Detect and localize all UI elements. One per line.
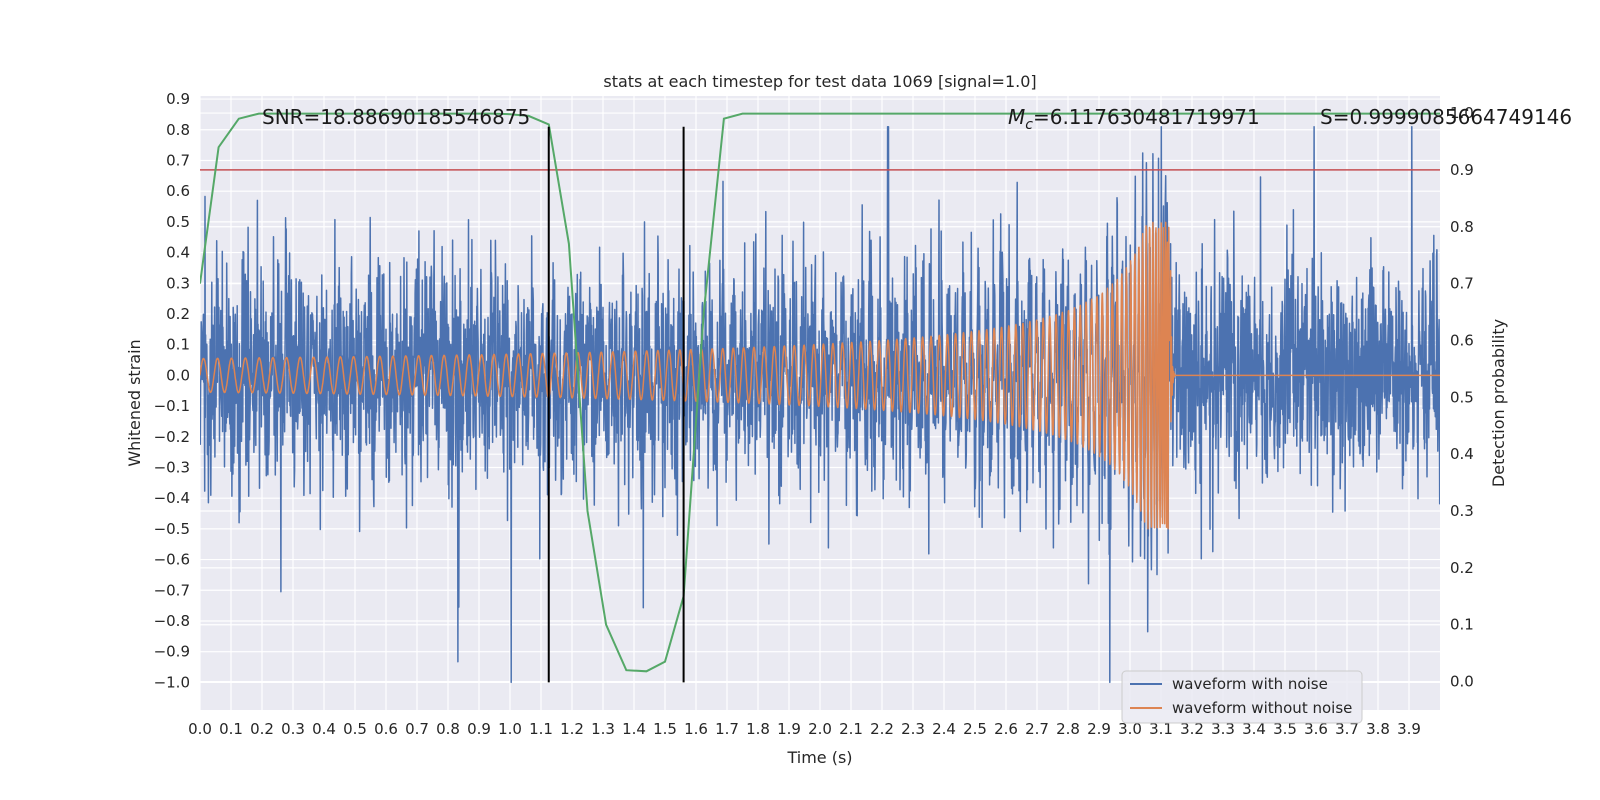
x-tick-label: 0.3 bbox=[281, 720, 305, 738]
y2-tick-label: 0.6 bbox=[1450, 331, 1474, 349]
x-tick-label: 1.3 bbox=[591, 720, 615, 738]
x-tick-label: 0.2 bbox=[250, 720, 274, 738]
x-tick-label: 0.8 bbox=[436, 720, 460, 738]
y-tick-label: 0.4 bbox=[166, 244, 190, 262]
y2-tick-label: 0.0 bbox=[1450, 673, 1474, 691]
x-tick-label: 2.7 bbox=[1025, 720, 1049, 738]
y2-tick-label: 0.8 bbox=[1450, 218, 1474, 236]
x-tick-label: 0.0 bbox=[188, 720, 212, 738]
x-tick-label: 1.6 bbox=[684, 720, 708, 738]
x-tick-label: 2.6 bbox=[994, 720, 1018, 738]
y-tick-label: 0.6 bbox=[166, 182, 190, 200]
x-tick-label: 1.0 bbox=[498, 720, 522, 738]
series-layer bbox=[200, 112, 1440, 684]
y2-tick-label: 0.9 bbox=[1450, 161, 1474, 179]
x-tick-label: 2.1 bbox=[839, 720, 863, 738]
x-tick-label: 3.5 bbox=[1273, 720, 1297, 738]
y2-tick-label: 0.4 bbox=[1450, 445, 1474, 463]
y2-tick-label: 0.2 bbox=[1450, 559, 1474, 577]
y-tick-label: −0.4 bbox=[154, 489, 190, 507]
snr-annotation: SNR=18.88690185546875 bbox=[262, 105, 530, 129]
x-tick-label: 3.2 bbox=[1180, 720, 1204, 738]
x-tick-label: 0.9 bbox=[467, 720, 491, 738]
x-tick-label: 3.6 bbox=[1304, 720, 1328, 738]
x-tick-label: 0.4 bbox=[312, 720, 336, 738]
y-tick-label: 0.7 bbox=[166, 151, 190, 169]
x-tick-label: 2.2 bbox=[870, 720, 894, 738]
y-tick-label: −0.9 bbox=[154, 643, 190, 661]
y-tick-label: 0.5 bbox=[166, 213, 190, 231]
series-waveform-without-noise bbox=[200, 221, 1440, 530]
y-tick-label: 0.8 bbox=[166, 121, 190, 139]
y-tick-labels: 0.9 0.8 0.7 0.6 0.5 0.4 0.3 0.2 0.1 0.0 −0.1 −0.2 −0… bbox=[154, 90, 190, 691]
y-tick-label: 0.3 bbox=[166, 274, 190, 292]
y2-tick-label: 1.0 bbox=[1450, 104, 1474, 122]
x-tick-label: 1.4 bbox=[622, 720, 646, 738]
x-axis-label: Time (s) bbox=[786, 748, 852, 767]
x-tick-label: 2.4 bbox=[932, 720, 956, 738]
x-tick-label: 3.3 bbox=[1211, 720, 1235, 738]
x-tick-label: 3.4 bbox=[1242, 720, 1266, 738]
y-tick-label: −1.0 bbox=[154, 673, 190, 691]
y-tick-label: −0.1 bbox=[154, 397, 190, 415]
y-tick-label: −0.6 bbox=[154, 551, 190, 569]
series-detection-probability bbox=[200, 112, 1440, 673]
x-tick-label: 1.8 bbox=[746, 720, 770, 738]
legend-label-clean: waveform without noise bbox=[1172, 699, 1352, 717]
mc-subscript: c bbox=[1025, 117, 1033, 133]
x-tick-label: 0.1 bbox=[219, 720, 243, 738]
x-tick-label: 1.7 bbox=[715, 720, 739, 738]
mc-symbol: M bbox=[1008, 105, 1025, 129]
y-tick-label: 0.2 bbox=[166, 305, 190, 323]
s-annotation: S=0.9999085664749146 bbox=[1320, 105, 1572, 129]
y-tick-label: −0.8 bbox=[154, 612, 190, 630]
x-tick-label: 1.2 bbox=[560, 720, 584, 738]
legend-label-noise: waveform with noise bbox=[1172, 675, 1328, 693]
y-tick-label: −0.3 bbox=[154, 458, 190, 476]
x-tick-label: 2.5 bbox=[963, 720, 987, 738]
y2-axis-label: Detection probability bbox=[1489, 319, 1508, 487]
x-tick-label: 2.0 bbox=[808, 720, 832, 738]
y2-tick-label: 0.1 bbox=[1450, 616, 1474, 634]
chart-title: stats at each timestep for test data 106… bbox=[603, 72, 1036, 91]
y2-tick-label: 0.5 bbox=[1450, 388, 1474, 406]
x-tick-label: 1.9 bbox=[777, 720, 801, 738]
y2-tick-label: 0.3 bbox=[1450, 502, 1474, 520]
y-tick-label: 0.0 bbox=[166, 366, 190, 384]
x-tick-label: 2.8 bbox=[1056, 720, 1080, 738]
x-tick-label: 3.1 bbox=[1149, 720, 1173, 738]
y-tick-label: 0.9 bbox=[166, 90, 190, 108]
x-tick-label: 1.1 bbox=[529, 720, 553, 738]
legend-box bbox=[1121, 670, 1363, 724]
mc-value: =6.117630481719971 bbox=[1033, 105, 1260, 129]
y-tick-label: −0.5 bbox=[154, 520, 190, 538]
y-tick-label: −0.7 bbox=[154, 581, 190, 599]
x-tick-label: 2.3 bbox=[901, 720, 925, 738]
x-tick-label: 3.0 bbox=[1118, 720, 1142, 738]
y2-tick-label: 0.7 bbox=[1450, 275, 1474, 293]
x-tick-label: 1.5 bbox=[653, 720, 677, 738]
x-tick-label: 3.8 bbox=[1366, 720, 1390, 738]
mc-annotation: Mc=6.117630481719971 bbox=[1008, 105, 1260, 133]
y-axis-label: Whitened strain bbox=[125, 339, 144, 466]
x-tick-label: 3.9 bbox=[1397, 720, 1421, 738]
x-tick-label: 0.5 bbox=[343, 720, 367, 738]
x-tick-label: 0.7 bbox=[405, 720, 429, 738]
y-tick-label: 0.1 bbox=[166, 336, 190, 354]
legend: waveform with noise waveform without noi… bbox=[1121, 670, 1363, 724]
series-waveform-with-noise bbox=[200, 125, 1440, 684]
x-tick-labels: 0.0 0.1 0.2 0.3 0.4 0.5 0.6 0.7 0.8 0.9 1.0 1.1 1.2 1… bbox=[188, 720, 1421, 738]
x-tick-label: 3.7 bbox=[1335, 720, 1359, 738]
y-tick-label: −0.2 bbox=[154, 428, 190, 446]
x-tick-label: 2.9 bbox=[1087, 720, 1111, 738]
y2-tick-labels: 1.0 0.9 0.8 0.7 0.6 0.5 0.4 0.3 0.2 0.1 0.0 bbox=[1450, 104, 1474, 691]
x-tick-label: 0.6 bbox=[374, 720, 398, 738]
